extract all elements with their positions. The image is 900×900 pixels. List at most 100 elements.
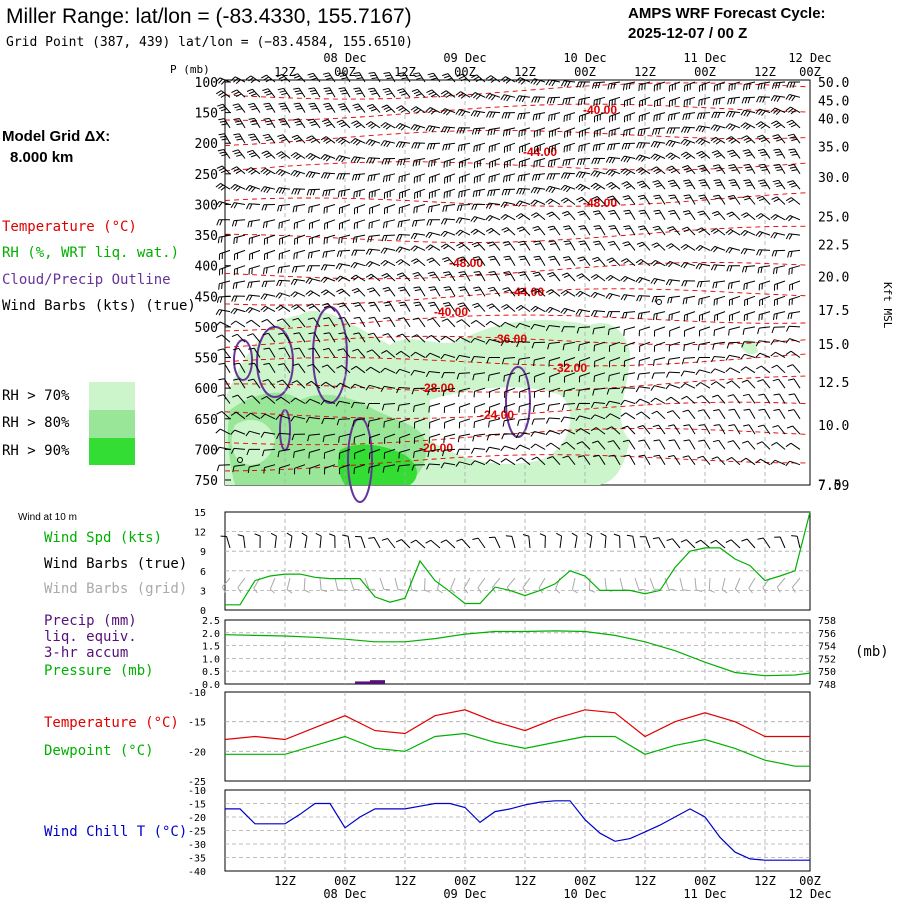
upper-wind-barb <box>245 306 261 314</box>
surface-wind-barb <box>652 537 666 549</box>
upper-wind-barb <box>622 81 636 91</box>
upper-wind-barb <box>306 303 321 312</box>
surface-wind-barb <box>237 534 246 549</box>
upper-wind-barb <box>561 272 576 282</box>
upper-wind-barb <box>531 456 546 466</box>
bottom-day-label: 11 Dec <box>683 887 726 900</box>
upper-wind-barb <box>650 153 666 162</box>
upper-wind-barb <box>487 188 501 197</box>
upper-wind-barb <box>547 158 561 167</box>
upper-wind-barb <box>353 219 366 230</box>
upper-wind-barb <box>516 226 531 236</box>
grid-wind-barb <box>679 577 689 591</box>
upper-wind-barb <box>472 372 486 381</box>
upper-wind-barb <box>248 265 261 275</box>
upper-wind-barb <box>503 255 516 266</box>
upper-wind-barb <box>410 232 426 240</box>
upper-wind-barb <box>277 363 291 374</box>
upper-wind-barb <box>320 172 336 179</box>
upper-wind-barb <box>455 91 471 99</box>
top-hour-label: 12Z <box>634 65 656 79</box>
temperature-contour <box>224 454 810 472</box>
contour-label: -20.00 <box>419 441 453 455</box>
upper-wind-barb <box>411 387 426 395</box>
upper-wind-barb <box>560 289 576 297</box>
upper-wind-barb <box>605 274 621 282</box>
upper-wind-barb <box>651 295 666 303</box>
upper-wind-barb <box>667 179 681 190</box>
upper-wind-barb <box>323 317 336 328</box>
bottom-hour-label: 12Z <box>514 874 536 888</box>
upper-wind-barb <box>502 418 516 427</box>
upper-wind-barb <box>605 293 621 300</box>
upper-wind-barb <box>684 326 696 337</box>
upper-wind-barb <box>290 291 306 298</box>
upper-wind-barb <box>592 387 606 396</box>
upper-wind-barb <box>263 362 276 374</box>
upper-wind-barb <box>620 155 636 163</box>
upper-wind-barb <box>638 112 651 123</box>
height-tick: 35.0 <box>818 140 849 155</box>
upper-wind-barb <box>653 311 666 321</box>
upper-wind-barb <box>486 433 501 441</box>
surface-wind-barb <box>381 538 396 549</box>
upper-wind-barb <box>740 353 756 360</box>
upper-wind-barb <box>441 448 456 457</box>
upper-wind-barb <box>560 428 576 435</box>
upper-wind-barb <box>606 387 621 395</box>
upper-wind-barb <box>727 394 741 404</box>
bottom-hour-label: 12Z <box>754 874 776 888</box>
upper-wind-barb <box>440 243 456 251</box>
upper-wind-barb <box>427 72 441 83</box>
bottom-hour-label: 00Z <box>694 874 716 888</box>
upper-wind-barb <box>530 323 546 330</box>
temperature-contour <box>224 103 811 121</box>
height-tick: 20.0 <box>818 271 849 286</box>
upper-wind-barb <box>218 378 231 389</box>
upper-wind-barb <box>365 121 381 129</box>
upper-wind-barb <box>337 188 351 198</box>
upper-wind-barb <box>741 379 756 389</box>
upper-wind-barb <box>666 165 681 175</box>
upper-wind-barb <box>263 464 276 474</box>
upper-wind-barb <box>488 387 501 398</box>
upper-wind-barb <box>440 353 456 360</box>
pressure-y-tick: 758 <box>818 616 836 627</box>
upper-wind-barb <box>668 311 681 321</box>
grid-wind-barb <box>708 577 715 593</box>
upper-wind-barb <box>368 87 381 98</box>
grid-wind-barb <box>334 577 344 591</box>
upper-wind-barb <box>321 417 336 425</box>
upper-wind-barb <box>458 387 471 397</box>
upper-wind-barb <box>712 394 726 404</box>
surface-wind-barb <box>425 539 441 549</box>
upper-wind-barb <box>710 136 726 145</box>
upper-wind-barb <box>248 133 261 144</box>
upper-wind-barb <box>590 182 606 191</box>
upper-wind-barb <box>411 258 426 267</box>
upper-wind-barb <box>396 234 411 241</box>
upper-wind-barb <box>695 125 711 133</box>
upper-wind-barb <box>277 87 291 98</box>
upper-wind-barb <box>728 295 741 306</box>
upper-wind-barb <box>683 179 696 190</box>
upper-wind-barb <box>353 433 366 444</box>
upper-wind-barb <box>668 209 681 221</box>
upper-wind-barb <box>743 179 756 190</box>
upper-wind-barb <box>726 341 741 349</box>
upper-wind-barb <box>710 368 726 374</box>
upper-wind-barb <box>414 188 426 199</box>
upper-wind-barb <box>698 179 711 190</box>
upper-wind-barb <box>413 301 426 312</box>
upper-wind-barb <box>743 81 756 91</box>
upper-wind-barb <box>711 111 726 119</box>
upper-wind-barb <box>366 103 381 113</box>
surface-wind-barb <box>639 536 651 549</box>
pressure-tick: 500 <box>195 321 218 336</box>
upper-wind-barb <box>459 403 471 414</box>
surface-wind-barb <box>757 537 771 549</box>
upper-wind-barb <box>740 457 756 466</box>
upper-wind-barb <box>485 227 501 236</box>
upper-wind-barb <box>486 303 501 312</box>
upper-wind-barb <box>683 439 696 450</box>
